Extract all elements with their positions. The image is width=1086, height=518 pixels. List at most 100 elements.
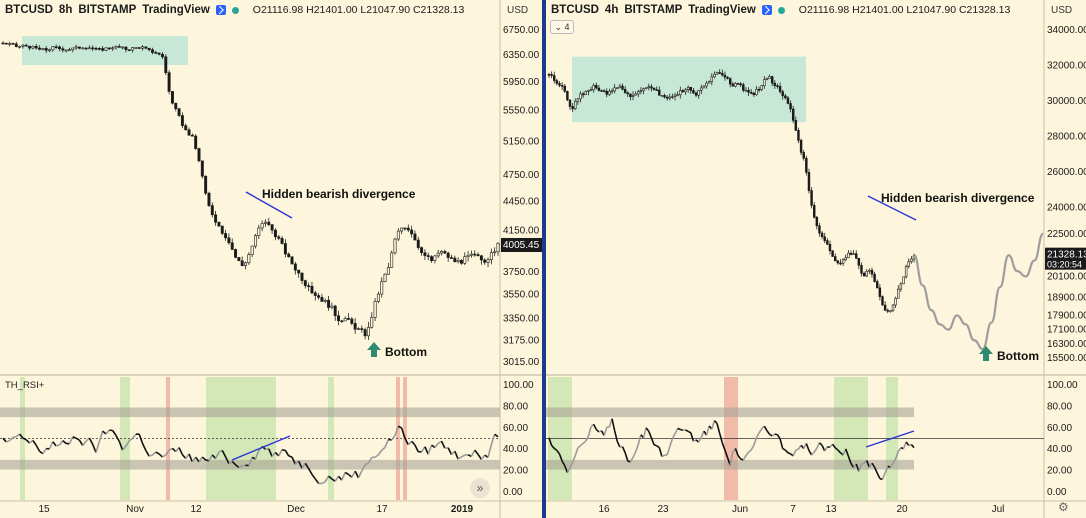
rsi-line-segment (268, 448, 273, 457)
candle-body (463, 256, 467, 264)
price-tick-label: 26000.00 (1047, 167, 1086, 178)
candle-body (734, 83, 737, 87)
rsi-line-segment (162, 454, 167, 458)
left-symbol[interactable]: BTCUSD (5, 4, 53, 16)
rsi-line-segment (566, 466, 571, 474)
rsi-line-segment (753, 437, 758, 446)
rsi-line-segment (697, 436, 703, 443)
flag-icon[interactable] (761, 5, 772, 15)
rsi-oversold-band (328, 377, 334, 500)
up-arrow-icon (979, 346, 993, 361)
scroll-to-realtime-icon[interactable]: » (470, 478, 490, 498)
candle-body (31, 45, 35, 49)
rsi-line-segment (105, 429, 110, 435)
collapse-indicators-button[interactable]: ⌄ 4 (550, 20, 574, 34)
rsi-line-segment (766, 430, 771, 435)
candle-body (267, 221, 271, 225)
candle-body (834, 256, 837, 262)
candle-body (705, 82, 708, 87)
candle-body (702, 85, 706, 89)
rsi-line-segment (474, 449, 479, 455)
rsi-line-segment (224, 456, 230, 465)
right-interval[interactable]: 4h (604, 4, 619, 16)
candle-body (357, 328, 360, 330)
candle-body (912, 255, 916, 260)
candle-body (11, 43, 15, 45)
candle-body (307, 285, 311, 288)
candle-body (902, 276, 905, 285)
candle-body (621, 85, 624, 90)
rsi-line-segment (666, 446, 671, 456)
left-chart-svg[interactable]: Hidden bearish divergence Bottom 6750.00 63… (0, 0, 542, 518)
left-chart-panel[interactable]: Hidden bearish divergence Bottom 6750.00 63… (0, 0, 542, 518)
candle-body (855, 253, 858, 259)
right-chart-panel[interactable]: Hidden bearish divergence Bottom 34000.00 3… (546, 0, 1086, 518)
left-rsi-title[interactable]: TH_RSI+ (5, 380, 45, 391)
candle-body (426, 255, 430, 257)
candle-body (742, 84, 745, 91)
time-tick-label: Dec (287, 504, 305, 515)
right-chart-svg[interactable]: Hidden bearish divergence Bottom 34000.00 3… (546, 0, 1086, 518)
candle-body (663, 95, 666, 98)
candle-body (18, 46, 22, 48)
candle-body (608, 91, 611, 95)
candle-body (818, 225, 821, 234)
candle-body (157, 52, 161, 55)
candle-body (297, 269, 301, 274)
rsi-line-segment (816, 442, 821, 449)
rsi-line-segment (301, 462, 306, 469)
bottom-label: Bottom (997, 349, 1039, 363)
candle-body (760, 85, 763, 90)
candle-body (343, 318, 347, 322)
candle-body (881, 296, 884, 306)
candle-body (453, 257, 457, 263)
settings-icon[interactable]: ⚙ (1058, 500, 1069, 514)
rsi-line-segment (111, 430, 117, 436)
candle-body (789, 103, 792, 110)
flag-icon[interactable] (215, 5, 226, 15)
rsi-line-segment (205, 459, 210, 462)
rsi-line-segment (238, 465, 243, 469)
candle-body (883, 304, 887, 311)
candle-body (826, 240, 829, 245)
rsi-line-segment (784, 449, 789, 454)
left-interval[interactable]: 8h (58, 4, 73, 16)
candle-body (581, 93, 585, 96)
rsi-line-segment (351, 470, 356, 478)
rsi-line-segment (705, 425, 710, 436)
rsi-line-segment (411, 440, 416, 446)
candle-body (634, 93, 637, 96)
candle-body (694, 92, 698, 96)
rsi-line-segment (827, 445, 831, 449)
rsi-line-segment (151, 451, 157, 456)
rsi-tick-label: 80.00 (1047, 401, 1072, 412)
rsi-line-segment (758, 428, 763, 434)
candle-body (676, 94, 679, 97)
candle-body (363, 329, 367, 337)
candle-body (671, 96, 674, 98)
candle-body (197, 148, 201, 162)
candle-body (28, 45, 32, 49)
candle-body (584, 91, 587, 95)
rsi-line-segment (613, 430, 619, 442)
rsi-line-segment (185, 453, 190, 459)
rsi-line-segment (494, 433, 499, 438)
candle-body (776, 85, 779, 87)
candle-body (828, 243, 832, 252)
rsi-tick-label: 60.00 (503, 423, 528, 434)
candle-body (558, 83, 561, 86)
rsi-line-segment (424, 446, 429, 455)
right-currency-label[interactable]: USD (1051, 5, 1073, 16)
rsi-line-segment (208, 454, 213, 462)
rsi-line-segment (795, 448, 799, 451)
rsi-line-segment (831, 443, 836, 449)
candle-body (71, 47, 75, 51)
rsi-line-segment (897, 447, 902, 452)
left-currency-label[interactable]: USD (507, 5, 529, 16)
rsi-upper-zone (546, 407, 914, 418)
right-symbol[interactable]: BTCUSD (551, 4, 599, 16)
rsi-line-segment (621, 446, 626, 453)
panel-divider[interactable] (542, 0, 546, 518)
rsi-line-segment (603, 427, 608, 436)
candle-body (167, 72, 171, 92)
